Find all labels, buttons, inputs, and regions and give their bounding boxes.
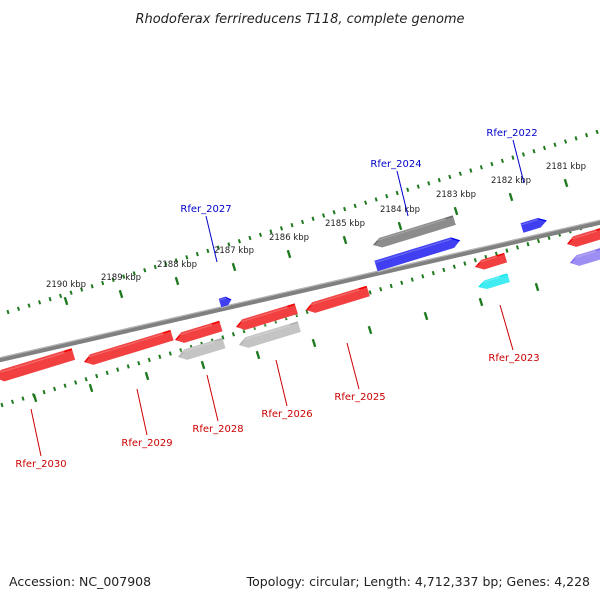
gene-label-rfer-2030: Rfer_2030 bbox=[15, 459, 66, 470]
tick-mark bbox=[367, 325, 373, 335]
gene-label-rfer-2022: Rfer_2022 bbox=[486, 128, 537, 139]
gene-leader-line bbox=[396, 170, 409, 217]
tick-label: 2187 kbp bbox=[214, 246, 254, 256]
topology-summary: Topology: circular; Length: 4,712,337 bp… bbox=[246, 574, 590, 589]
tick-mark bbox=[144, 371, 150, 381]
scale-line-outer bbox=[6, 129, 599, 315]
features bbox=[0, 215, 600, 384]
gene-label-rfer-2028: Rfer_2028 bbox=[192, 424, 243, 435]
feature-gray-lower-left bbox=[176, 337, 226, 362]
tick-label: 2184 kbp bbox=[380, 205, 420, 215]
gene-label-rfer-2023: Rfer_2023 bbox=[488, 353, 539, 364]
gene-leader-line bbox=[346, 342, 360, 390]
gene-leader-line bbox=[136, 388, 148, 436]
tick-mark bbox=[342, 235, 348, 245]
tick-mark bbox=[231, 262, 237, 272]
gene-label-rfer-2025: Rfer_2025 bbox=[334, 392, 385, 403]
tick-mark bbox=[508, 192, 514, 202]
gene-leader-line bbox=[206, 374, 219, 422]
tick-mark bbox=[32, 393, 38, 403]
gene-rfer-2030-arrow bbox=[0, 348, 76, 384]
tick-label: 2181 kbp bbox=[546, 162, 586, 172]
tick-mark bbox=[255, 350, 261, 360]
tick-label: 2182 kbp bbox=[491, 176, 531, 186]
gene-label-rfer-2024: Rfer_2024 bbox=[370, 159, 421, 170]
tick-label: 2189 kbp bbox=[101, 273, 141, 283]
gene-rfer-2029-arrow bbox=[82, 329, 175, 367]
genome-backbone bbox=[0, 219, 600, 363]
tick-mark bbox=[286, 249, 292, 259]
feature-purple-right bbox=[568, 247, 600, 268]
tick-mark bbox=[478, 297, 484, 307]
tick-mark bbox=[423, 311, 429, 321]
gene-rfer-2025-arrow bbox=[304, 285, 371, 315]
gene-label-rfer-2029: Rfer_2029 bbox=[121, 438, 172, 449]
map-title: Rhodoferax ferrireducens T118, complete … bbox=[135, 12, 464, 27]
gene-label-rfer-2026: Rfer_2026 bbox=[261, 409, 312, 420]
backbone-line bbox=[0, 219, 600, 363]
gene-leader-line bbox=[512, 139, 525, 184]
tick-mark bbox=[453, 206, 459, 216]
gene-label-rfer-2027: Rfer_2027 bbox=[180, 204, 231, 215]
feature-gray-lower-right bbox=[237, 321, 302, 350]
tick-label: 2185 kbp bbox=[325, 219, 365, 229]
gene-leader-line bbox=[205, 215, 218, 263]
gene-rfer-2027-arrow bbox=[218, 296, 232, 309]
tick-mark bbox=[88, 383, 94, 393]
gene-leader-line bbox=[275, 359, 288, 407]
tick-mark bbox=[563, 178, 569, 188]
tick-mark bbox=[63, 296, 69, 306]
tick-label: 2183 kbp bbox=[436, 190, 476, 200]
tick-mark bbox=[118, 289, 124, 299]
feature-gray-upper bbox=[371, 215, 457, 249]
gene-leader-line bbox=[499, 304, 514, 351]
feature-red-right bbox=[565, 227, 600, 249]
tick-label: 2190 kbp bbox=[46, 280, 86, 290]
gene-leader-line bbox=[30, 408, 42, 457]
gene-rfer-2022-arrow bbox=[520, 217, 548, 235]
tick-mark bbox=[534, 282, 540, 292]
tick-label: 2186 kbp bbox=[269, 233, 309, 243]
gene-rfer-2024-arrow bbox=[374, 237, 461, 273]
scale-line-inner bbox=[0, 222, 593, 408]
gene-rfer-2026-arrow bbox=[234, 303, 299, 332]
feature-rna bbox=[476, 273, 511, 291]
tick-mark bbox=[397, 221, 403, 231]
gene-labels: Rfer_2022 Rfer_2024 Rfer_2027 Rfer_2023 Rfer… bbox=[15, 128, 539, 470]
tick-mark bbox=[200, 360, 206, 370]
tick-mark bbox=[311, 338, 317, 348]
gene-rfer-2028-arrow bbox=[173, 320, 223, 345]
accession-text: Accession: NC_007908 bbox=[9, 574, 151, 589]
gene-rfer-2023-arrow bbox=[473, 252, 508, 271]
tick-label: 2188 kbp bbox=[157, 260, 197, 270]
backbone-highlight bbox=[0, 219, 600, 359]
scale-ticks: 2181 kbp 2182 kbp 2183 kbp 2184 kbp 2185 kbp… bbox=[0, 129, 599, 408]
tick-mark bbox=[174, 276, 180, 286]
